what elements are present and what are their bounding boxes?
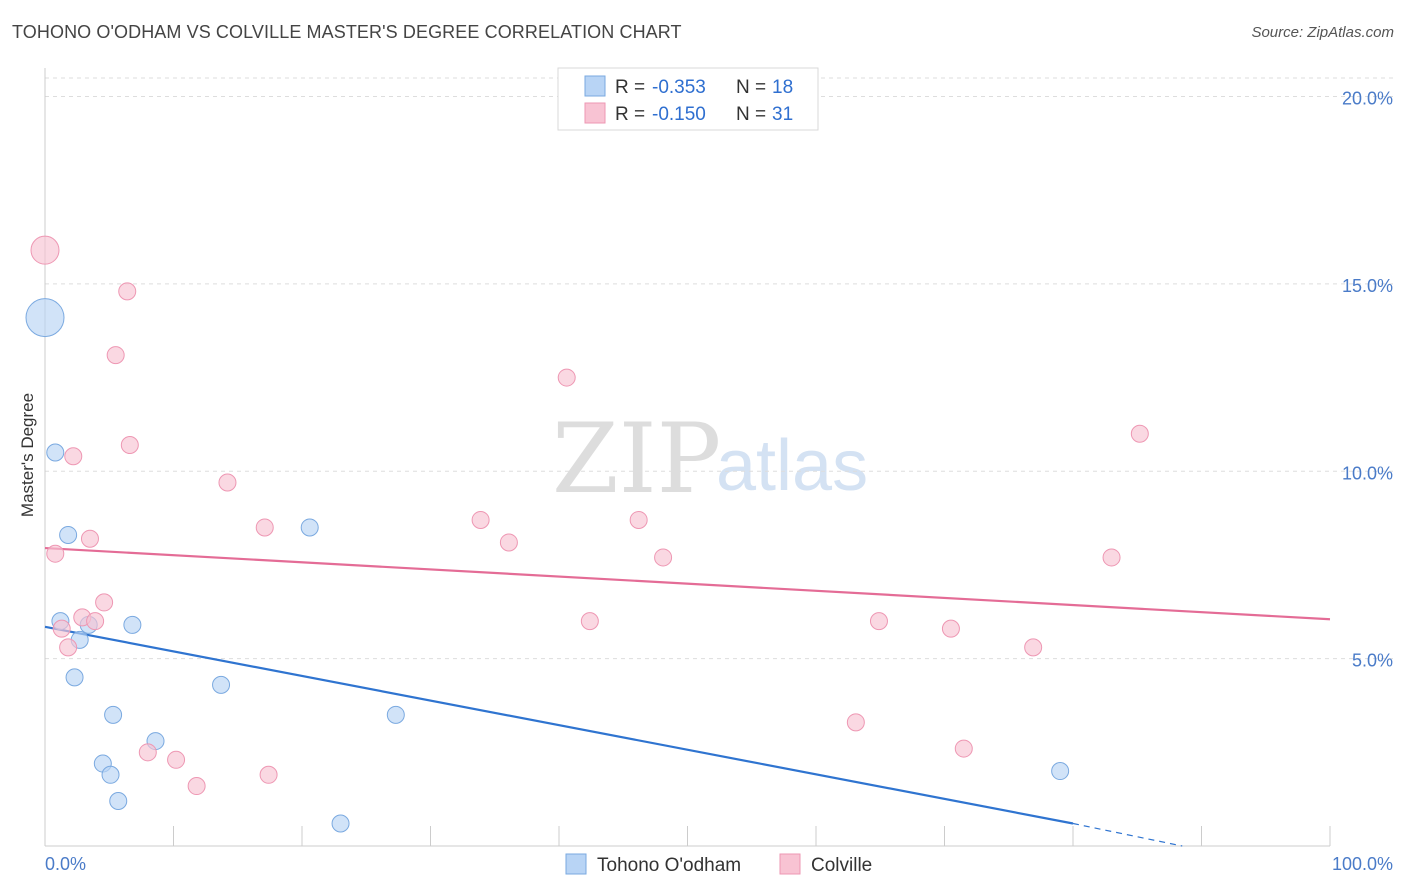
- point-pink: [1102, 548, 1121, 567]
- series-legend-swatch-blue: [565, 853, 587, 875]
- series-legend-label-colville: Colville: [811, 855, 872, 876]
- data-points: [25, 235, 1149, 833]
- x-tick-label-max: 100.0%: [1332, 854, 1393, 874]
- axes: [44, 68, 1331, 847]
- point-blue: [25, 298, 65, 338]
- point-blue: [65, 668, 84, 687]
- legend-n-label-1: N =: [736, 104, 766, 125]
- point-pink: [941, 619, 960, 638]
- point-pink: [259, 765, 278, 784]
- series-legend-swatch-pink: [779, 853, 801, 875]
- point-pink: [580, 612, 599, 631]
- legend-r-label-1: R =: [615, 104, 645, 125]
- legend-n-value-0: 18: [772, 77, 793, 98]
- correlation-legend: R = -0.353 N = 18 R = -0.150 N = 31: [557, 67, 819, 131]
- point-pink: [52, 619, 71, 638]
- watermark-zip: ZIP: [552, 403, 721, 515]
- point-blue: [104, 705, 123, 724]
- point-pink: [95, 593, 114, 612]
- point-pink: [954, 739, 973, 758]
- legend-swatch-pink: [584, 102, 606, 124]
- chart-title: TOHONO O'ODHAM VS COLVILLE MASTER'S DEGR…: [12, 22, 682, 42]
- point-pink: [1024, 638, 1043, 657]
- point-blue: [331, 814, 350, 833]
- point-pink: [59, 638, 78, 657]
- watermark-atlas: atlas: [716, 426, 868, 506]
- point-pink: [654, 548, 673, 567]
- tick-labels: 5.0% 10.0% 15.0% 20.0% 0.0% 100.0%: [45, 89, 1393, 875]
- legend-r-value-0: -0.353: [652, 77, 706, 98]
- point-blue: [101, 765, 120, 784]
- point-blue: [109, 792, 128, 811]
- point-pink: [499, 533, 518, 552]
- trend-line-blue: [44, 625, 1074, 825]
- point-pink: [30, 235, 60, 265]
- trend-line-pink: [44, 546, 1331, 621]
- point-blue: [59, 525, 78, 544]
- point-pink: [629, 510, 648, 529]
- point-pink: [167, 750, 186, 769]
- y-tick-label: 10.0%: [1342, 463, 1393, 483]
- x-tick-label-min: 0.0%: [45, 854, 86, 874]
- trend-lines: [44, 546, 1331, 847]
- point-pink: [106, 346, 125, 365]
- y-tick-label: 20.0%: [1342, 89, 1393, 109]
- point-pink: [46, 544, 65, 563]
- point-pink: [846, 713, 865, 732]
- point-pink: [218, 473, 237, 492]
- point-pink: [120, 436, 139, 455]
- point-blue: [300, 518, 319, 537]
- point-pink: [64, 447, 83, 466]
- legend-n-value-1: 31: [772, 104, 793, 125]
- y-tick-label: 15.0%: [1342, 276, 1393, 296]
- point-pink: [1130, 424, 1149, 443]
- series-legend-label-tohono: Tohono O'odham: [597, 855, 741, 876]
- legend-r-value-1: -0.150: [652, 104, 706, 125]
- point-pink: [471, 510, 490, 529]
- point-blue: [386, 705, 405, 724]
- trend-line-extension-blue: [1072, 822, 1183, 847]
- y-axis-title: Master's Degree: [18, 393, 37, 517]
- point-pink: [138, 743, 157, 762]
- source-credit: Source: ZipAtlas.com: [1251, 24, 1394, 41]
- point-pink: [869, 612, 888, 631]
- point-pink: [557, 368, 576, 387]
- point-blue: [46, 443, 65, 462]
- point-pink: [255, 518, 274, 537]
- point-pink: [118, 282, 137, 301]
- legend-n-label-0: N =: [736, 77, 766, 98]
- point-blue: [1051, 762, 1070, 781]
- point-blue: [212, 675, 231, 694]
- series-legend: Tohono O'odham Colville: [565, 853, 872, 876]
- point-blue: [123, 615, 142, 634]
- point-pink: [86, 612, 105, 631]
- point-pink: [80, 529, 99, 548]
- gridlines: [45, 77, 1395, 660]
- point-pink: [187, 777, 206, 796]
- y-tick-label: 5.0%: [1352, 651, 1393, 671]
- legend-r-label-0: R =: [615, 77, 645, 98]
- legend-swatch-blue: [584, 75, 606, 97]
